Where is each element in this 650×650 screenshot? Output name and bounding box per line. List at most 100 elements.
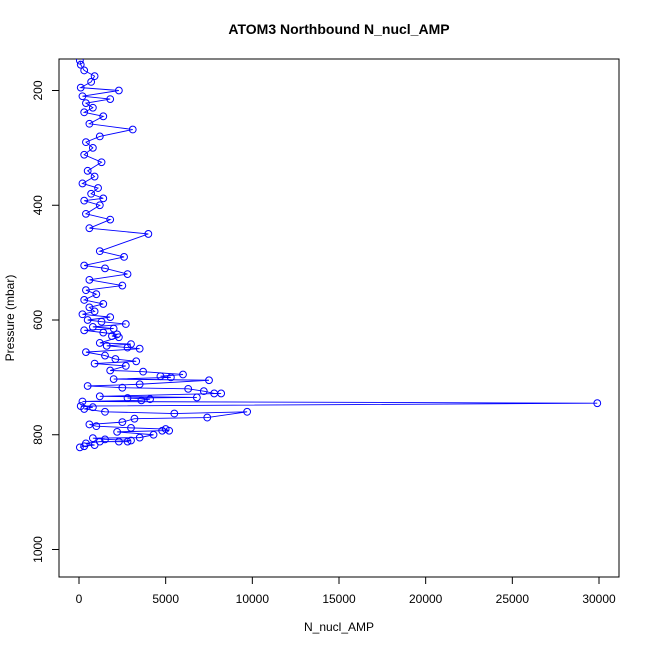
data-point xyxy=(92,290,101,299)
data-point xyxy=(90,359,99,368)
data-point xyxy=(203,413,212,422)
y-tick-label: 800 xyxy=(31,424,45,444)
data-point xyxy=(199,387,208,396)
data-point xyxy=(87,77,96,86)
data-point xyxy=(135,344,144,353)
data-point xyxy=(101,264,109,273)
data-point xyxy=(82,138,90,147)
data-point xyxy=(99,112,108,121)
x-tick-label: 25000 xyxy=(496,592,530,606)
data-point xyxy=(90,172,99,181)
data-point xyxy=(95,201,104,210)
data-point xyxy=(127,340,135,348)
data-point xyxy=(99,194,108,203)
x-tick-label: 0 xyxy=(76,592,83,606)
data-point xyxy=(120,252,128,261)
data-point xyxy=(78,92,87,101)
data-point xyxy=(80,296,89,304)
data-point xyxy=(85,303,94,312)
data-point xyxy=(130,414,139,423)
data-point xyxy=(184,384,193,393)
data-point xyxy=(106,366,115,375)
plot-area-frame xyxy=(58,58,620,578)
data-point xyxy=(135,433,144,442)
data-point xyxy=(99,300,108,308)
x-tick-label: 20000 xyxy=(409,592,443,606)
data-point xyxy=(90,72,99,81)
data-point xyxy=(123,394,132,402)
data-point xyxy=(75,59,84,65)
data-point xyxy=(121,362,130,370)
data-point xyxy=(95,247,104,256)
data-point xyxy=(109,375,118,383)
data-point xyxy=(111,355,120,363)
data-point xyxy=(85,224,94,233)
data-point xyxy=(137,396,146,405)
data-point xyxy=(593,399,602,408)
data-point xyxy=(82,439,90,448)
data-point xyxy=(82,209,90,218)
data-point xyxy=(90,307,99,316)
data-point xyxy=(106,95,115,104)
data-point xyxy=(192,393,201,402)
data-point xyxy=(243,407,252,416)
data-point xyxy=(85,420,94,429)
x-tick-label: 5000 xyxy=(152,592,179,606)
data-point xyxy=(76,402,85,410)
data-point xyxy=(78,310,87,319)
data-point xyxy=(99,328,108,337)
data-point xyxy=(123,270,132,279)
data-point xyxy=(106,215,115,224)
data-point xyxy=(80,326,89,335)
data-point xyxy=(76,83,85,92)
data-point xyxy=(118,383,127,392)
data-point xyxy=(75,443,84,452)
data-point xyxy=(95,437,104,446)
data-point xyxy=(88,143,97,152)
data-point xyxy=(101,407,109,416)
data-point xyxy=(114,437,123,446)
data-point xyxy=(170,409,179,418)
data-point xyxy=(85,275,94,284)
x-tick-label: 15000 xyxy=(322,592,356,606)
data-point xyxy=(80,196,89,205)
data-point xyxy=(118,418,127,427)
data-point xyxy=(87,189,96,198)
data-point xyxy=(101,435,109,444)
y-axis-label: Pressure (mbar) xyxy=(3,275,17,362)
data-point xyxy=(94,184,102,192)
data-point xyxy=(80,108,89,117)
data-point xyxy=(132,357,141,366)
data-point xyxy=(82,286,90,295)
data-point xyxy=(80,261,89,270)
data-point xyxy=(101,351,109,360)
data-point xyxy=(106,313,115,322)
x-axis-label: N_nucl_AMP xyxy=(304,620,374,634)
x-tick-label: 10000 xyxy=(236,592,270,606)
data-point xyxy=(123,437,132,446)
data-point xyxy=(82,99,90,108)
data-point xyxy=(113,330,122,339)
data-point xyxy=(102,341,111,350)
data-point xyxy=(78,397,87,406)
data-point xyxy=(83,166,92,175)
data-point xyxy=(210,389,219,398)
data-point xyxy=(127,423,135,432)
series-line xyxy=(79,60,598,448)
data-point xyxy=(78,179,87,188)
data-point xyxy=(166,373,175,382)
data-point xyxy=(95,339,104,347)
data-point xyxy=(128,125,137,134)
data-point xyxy=(149,430,158,439)
data-point xyxy=(88,403,97,412)
y-tick-label: 200 xyxy=(31,80,45,100)
data-point xyxy=(205,376,213,385)
x-tick-label: 30000 xyxy=(582,592,616,606)
data-point xyxy=(114,86,123,95)
chart-title: ATOM3 Northbound N_nucl_AMP xyxy=(228,21,449,37)
data-point xyxy=(97,317,106,326)
data-point xyxy=(83,316,92,324)
data-point xyxy=(127,436,135,445)
data-point xyxy=(121,320,130,328)
